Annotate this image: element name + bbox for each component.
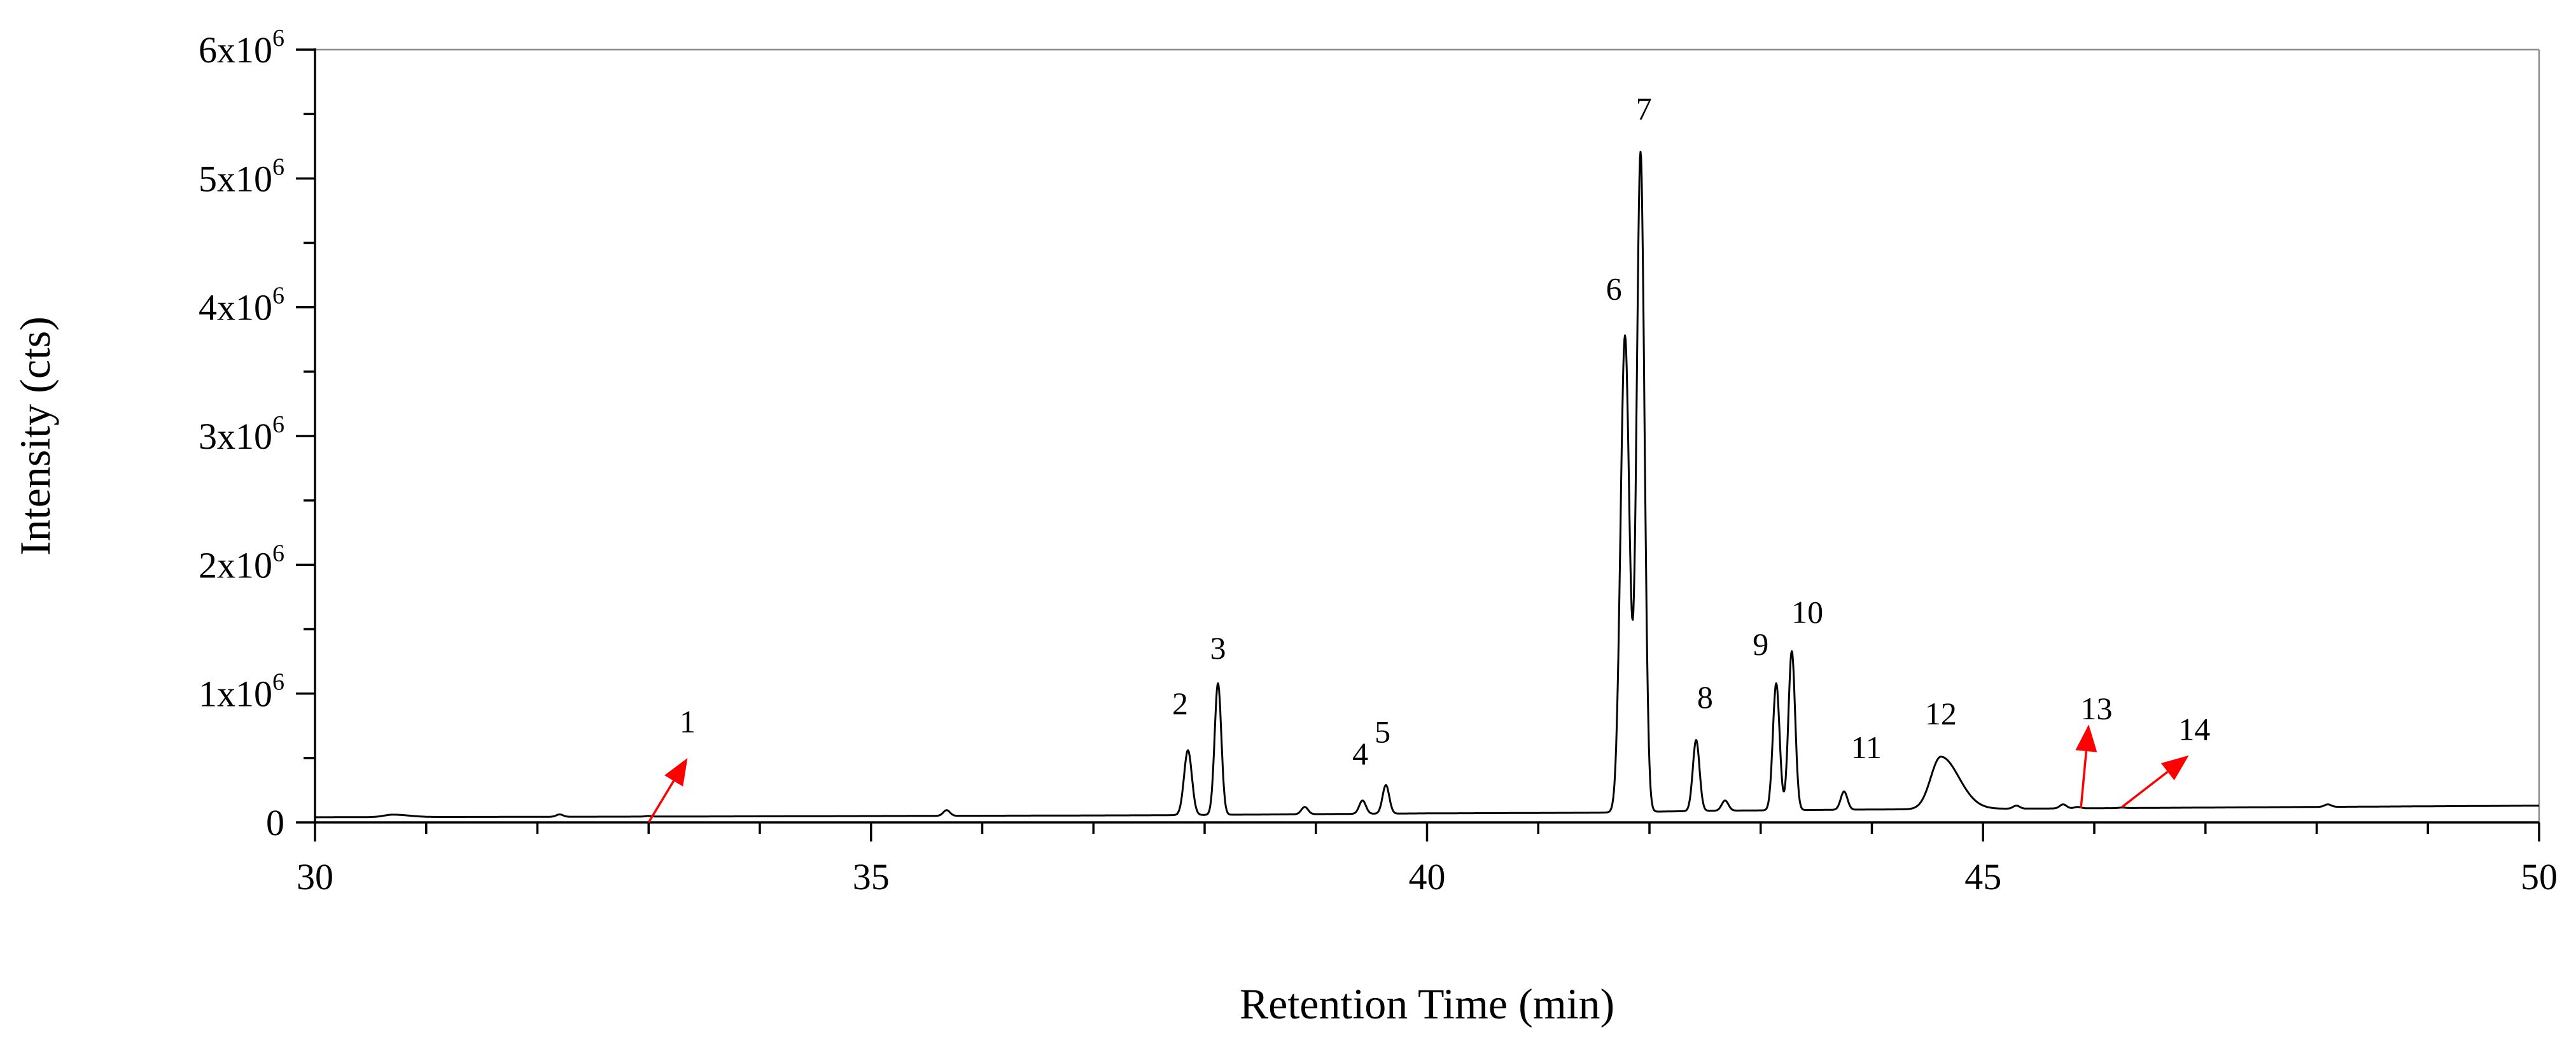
- peak-label-10: 10: [1791, 594, 1823, 630]
- peak-label-5: 5: [1375, 714, 1390, 750]
- y-axis-title: Intensity (cts): [11, 316, 59, 556]
- y-tick-label: 2x106: [199, 540, 284, 586]
- red-arrow-head: [2075, 724, 2097, 752]
- x-axis-title: Retention Time (min): [1240, 980, 1614, 1028]
- peak-label-14: 14: [2178, 712, 2210, 747]
- plot-frame: [315, 48, 2540, 822]
- peak-label-2: 2: [1172, 686, 1188, 721]
- red-arrow-head: [2160, 755, 2189, 780]
- y-tick-label: 3x106: [199, 411, 284, 457]
- trace-layer: [314, 150, 2540, 819]
- red-arrow-head: [664, 757, 688, 787]
- y-tick-label: 0: [266, 802, 284, 843]
- y-tick-label: 5x106: [199, 153, 284, 199]
- peak-label-13: 13: [2080, 691, 2112, 726]
- x-tick-label: 40: [1409, 856, 1446, 898]
- red-arrow-shaft: [647, 780, 675, 823]
- x-tick-label: 50: [2521, 856, 2558, 898]
- red-arrow-shaft: [2080, 750, 2088, 808]
- peak-label-7: 7: [1636, 90, 1652, 126]
- peak-label-11: 11: [1851, 729, 1882, 765]
- peak-label-3: 3: [1210, 630, 1226, 666]
- x-tick-label: 45: [1964, 856, 2001, 898]
- x-tick-label: 35: [853, 856, 890, 898]
- axes: 30 35 40 45 5001x1062x1063x1064x1065x1066x10…: [199, 25, 2558, 898]
- red-arrow-shaft: [2121, 771, 2169, 808]
- y-tick-label: 4x106: [199, 283, 284, 328]
- peak-label-6: 6: [1606, 271, 1622, 307]
- peak-label-8: 8: [1697, 679, 1713, 715]
- x-tick-label: 30: [297, 856, 333, 898]
- peak-label-9: 9: [1753, 626, 1768, 662]
- peak-label-4: 4: [1352, 736, 1368, 771]
- y-tick-label: 6x106: [199, 25, 284, 71]
- chromatogram-trace: [314, 150, 2540, 819]
- peak-label-12: 12: [1925, 696, 1957, 731]
- y-tick-label: 1x106: [199, 669, 284, 715]
- peak-label-1: 1: [680, 703, 696, 739]
